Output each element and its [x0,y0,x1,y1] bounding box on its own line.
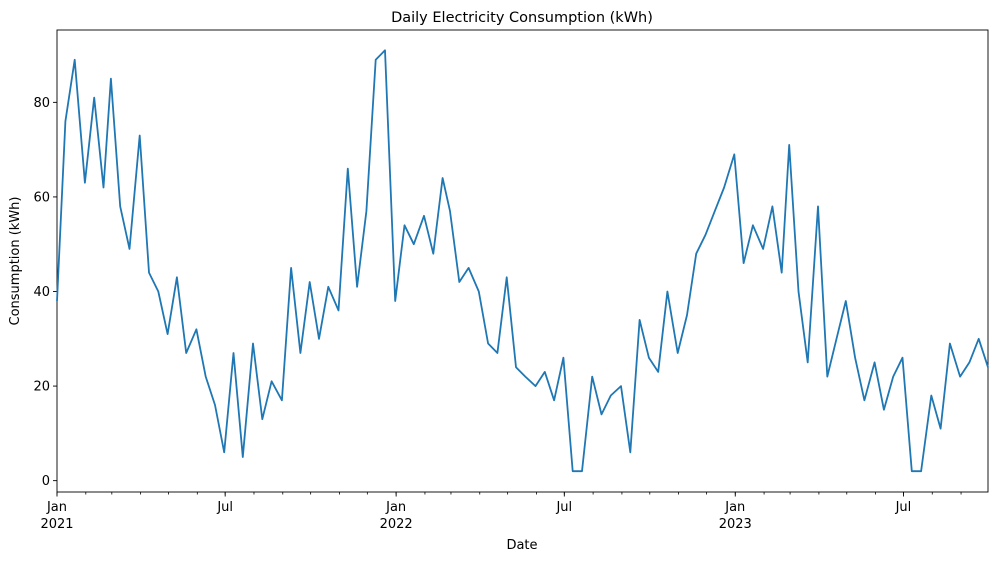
plot-area: 0 20 40 60 80 Jan 2021 Jul Jan 2022 Jul Jan 2023 Jul [33,29,989,532]
x-axis-title: Date [506,538,537,553]
x-tick-label: Jan [724,500,745,515]
x-tick-label: Jul [555,500,572,515]
y-tick-label: 80 [33,96,50,111]
y-tick-label: 60 [33,190,50,205]
y-tick-label: 0 [42,474,50,489]
x-tick-year-label: 2021 [40,517,73,532]
x-tick-label: Jul [895,500,912,515]
series-line [56,49,989,473]
y-tick-label: 40 [33,285,50,300]
x-tick-label: Jan [46,500,67,515]
chart-title: Daily Electricity Consumption (kWh) [391,10,653,26]
x-tick-label: Jul [216,500,233,515]
plot-frame [56,29,989,493]
y-tick-label: 20 [33,380,50,395]
x-tick-year-label: 2022 [380,517,413,532]
x-tick-label: Jan [385,500,406,515]
y-axis: 0 20 40 60 80 [33,96,57,489]
y-axis-title: Consumption (kWh) [8,197,23,326]
x-axis: Jan 2021 Jul Jan 2022 Jul Jan 2023 Jul [40,492,962,532]
x-tick-year-label: 2023 [719,517,752,532]
